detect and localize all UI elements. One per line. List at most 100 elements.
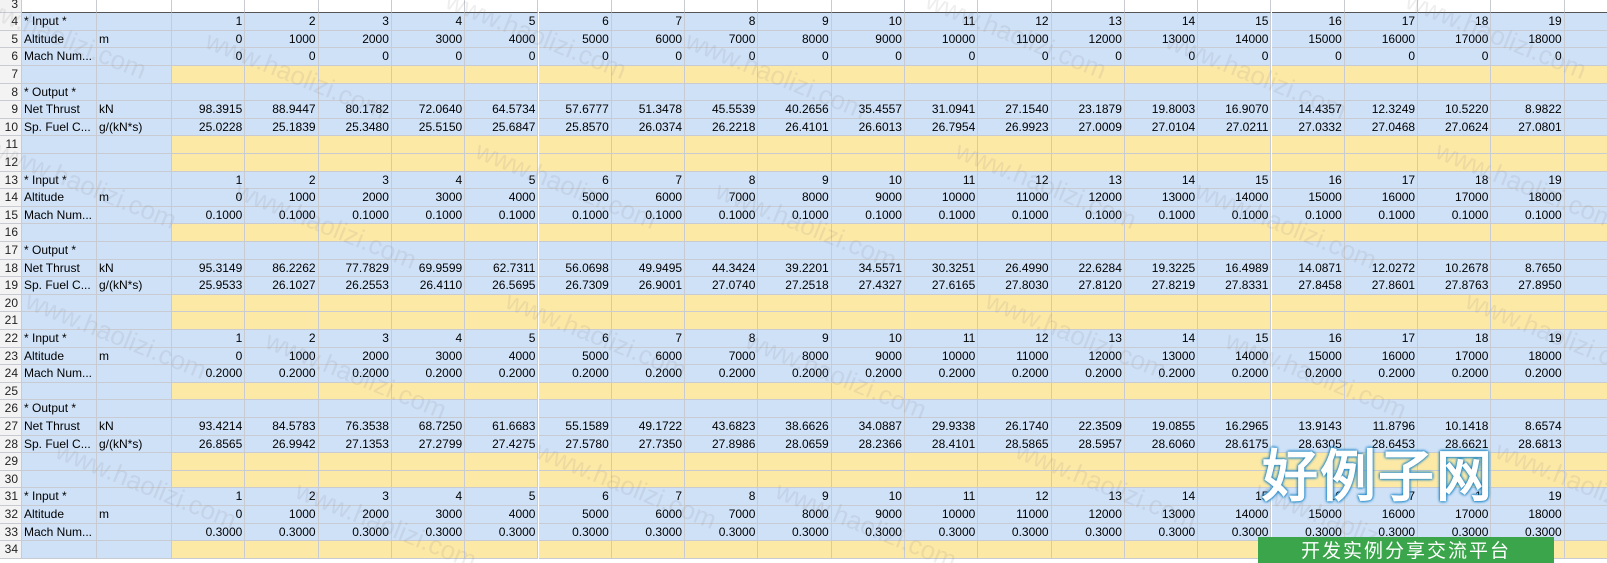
cell[interactable]: 12000 bbox=[1051, 30, 1125, 49]
cell[interactable] bbox=[1271, 0, 1345, 14]
cell[interactable]: 4000 bbox=[465, 506, 539, 524]
cell[interactable]: 27.8120 bbox=[1051, 277, 1125, 295]
cell[interactable] bbox=[1564, 294, 1607, 313]
cell[interactable] bbox=[611, 224, 686, 242]
cell[interactable] bbox=[758, 66, 832, 84]
cell[interactable] bbox=[685, 470, 759, 489]
cell[interactable] bbox=[391, 83, 466, 102]
cell[interactable] bbox=[391, 312, 466, 330]
cell[interactable]: 2 bbox=[245, 171, 319, 190]
cell[interactable]: 27.8950 bbox=[1491, 277, 1565, 295]
cell[interactable] bbox=[831, 154, 905, 172]
cell[interactable] bbox=[245, 66, 319, 84]
cell[interactable] bbox=[172, 453, 246, 471]
cell[interactable]: 0.1000 bbox=[1198, 206, 1272, 225]
cell[interactable] bbox=[978, 453, 1052, 471]
cell[interactable] bbox=[245, 541, 319, 559]
cell[interactable]: 7000 bbox=[685, 506, 759, 524]
cell[interactable]: 7000 bbox=[685, 189, 759, 207]
cell[interactable]: 26.4101 bbox=[758, 118, 832, 137]
cell[interactable]: 0.2000 bbox=[1271, 365, 1345, 383]
cell[interactable] bbox=[1564, 418, 1607, 436]
cell[interactable]: Mach Num... bbox=[22, 365, 97, 383]
cell[interactable] bbox=[611, 0, 686, 14]
cell[interactable]: 16.9070 bbox=[1198, 101, 1272, 119]
cell[interactable] bbox=[905, 400, 979, 418]
cell[interactable]: 3 bbox=[318, 488, 392, 506]
cell[interactable] bbox=[1124, 541, 1199, 559]
cell[interactable] bbox=[538, 66, 612, 84]
cell[interactable]: 12 bbox=[978, 13, 1052, 31]
cell[interactable]: 11000 bbox=[978, 347, 1052, 366]
cell[interactable]: 0.2000 bbox=[538, 365, 612, 383]
cell[interactable] bbox=[1564, 259, 1607, 278]
cell[interactable] bbox=[172, 470, 246, 489]
cell[interactable]: 18 bbox=[1418, 13, 1492, 31]
cell[interactable] bbox=[1344, 0, 1419, 14]
cell[interactable] bbox=[22, 0, 97, 14]
cell[interactable] bbox=[758, 242, 832, 260]
cell[interactable] bbox=[97, 171, 172, 190]
cell[interactable] bbox=[758, 154, 832, 172]
cell[interactable]: 6000 bbox=[611, 189, 686, 207]
cell[interactable]: 7 bbox=[611, 13, 686, 31]
cell[interactable]: 25.9533 bbox=[172, 277, 246, 295]
cell[interactable]: 13000 bbox=[1124, 347, 1199, 366]
cell[interactable]: 19 bbox=[1491, 171, 1565, 190]
cell[interactable] bbox=[1051, 400, 1125, 418]
cell[interactable] bbox=[245, 154, 319, 172]
cell[interactable] bbox=[1198, 312, 1272, 330]
cell[interactable]: 17000 bbox=[1418, 506, 1492, 524]
cell[interactable]: 10000 bbox=[905, 506, 979, 524]
cell[interactable]: 55.1589 bbox=[538, 418, 612, 436]
cell[interactable] bbox=[318, 400, 392, 418]
cell[interactable] bbox=[1564, 0, 1607, 14]
cell[interactable] bbox=[245, 294, 319, 313]
cell[interactable]: 25.6847 bbox=[465, 118, 539, 137]
cell[interactable] bbox=[391, 224, 466, 242]
cell[interactable]: 0.1000 bbox=[831, 206, 905, 225]
cell[interactable] bbox=[905, 136, 979, 154]
cell[interactable]: 0.2000 bbox=[1491, 365, 1565, 383]
cell[interactable] bbox=[1491, 470, 1565, 489]
cell[interactable]: 18 bbox=[1418, 330, 1492, 348]
cell[interactable] bbox=[978, 470, 1052, 489]
cell[interactable] bbox=[611, 382, 686, 401]
cell[interactable]: 0.1000 bbox=[905, 206, 979, 225]
cell[interactable]: 7 bbox=[611, 488, 686, 506]
cell[interactable]: 49.9495 bbox=[611, 259, 686, 278]
cell[interactable]: 27.4327 bbox=[831, 277, 905, 295]
cell[interactable]: 16000 bbox=[1344, 30, 1419, 49]
cell[interactable]: 13000 bbox=[1124, 189, 1199, 207]
cell[interactable]: 0.2000 bbox=[905, 365, 979, 383]
cell[interactable] bbox=[611, 453, 686, 471]
cell[interactable] bbox=[22, 66, 97, 84]
cell[interactable]: 62.7311 bbox=[465, 259, 539, 278]
cell[interactable] bbox=[1344, 242, 1419, 260]
cell[interactable] bbox=[1051, 0, 1125, 14]
cell[interactable]: 19.0855 bbox=[1124, 418, 1199, 436]
cell[interactable] bbox=[1344, 66, 1419, 84]
cell[interactable]: 27.2799 bbox=[391, 435, 466, 454]
cell[interactable] bbox=[758, 470, 832, 489]
cell[interactable]: * Input * bbox=[22, 171, 97, 190]
cell[interactable]: 11 bbox=[905, 171, 979, 190]
cell[interactable] bbox=[1051, 470, 1125, 489]
cell[interactable]: 14 bbox=[1124, 330, 1199, 348]
cell[interactable]: 27.8030 bbox=[978, 277, 1052, 295]
cell[interactable]: 4 bbox=[391, 171, 466, 190]
cell[interactable] bbox=[97, 83, 172, 102]
cell[interactable]: 6000 bbox=[611, 30, 686, 49]
cell[interactable]: 0.1000 bbox=[1491, 206, 1565, 225]
cell[interactable]: 13 bbox=[1051, 330, 1125, 348]
cell[interactable] bbox=[1051, 312, 1125, 330]
cell[interactable] bbox=[1491, 136, 1565, 154]
cell[interactable]: 8.9822 bbox=[1491, 101, 1565, 119]
cell[interactable] bbox=[978, 294, 1052, 313]
cell[interactable] bbox=[1564, 101, 1607, 119]
cell[interactable]: 44.3424 bbox=[685, 259, 759, 278]
cell[interactable] bbox=[465, 154, 539, 172]
cell[interactable]: 0.3000 bbox=[1124, 523, 1199, 542]
cell[interactable] bbox=[1491, 66, 1565, 84]
cell[interactable]: 0.2000 bbox=[318, 365, 392, 383]
